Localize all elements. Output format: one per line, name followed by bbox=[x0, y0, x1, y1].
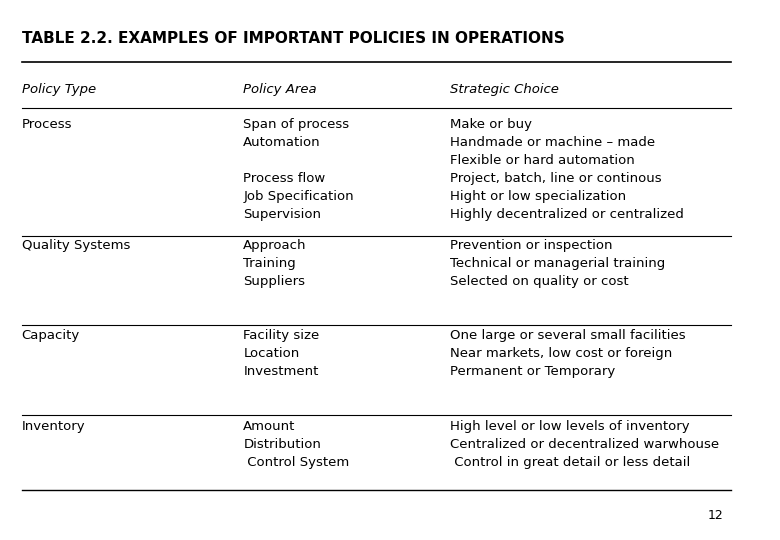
Text: Process: Process bbox=[22, 118, 73, 131]
Text: 12: 12 bbox=[707, 509, 724, 522]
Text: Strategic Choice: Strategic Choice bbox=[450, 83, 559, 96]
Text: Span of process
Automation

Process flow
Job Specification
Supervision: Span of process Automation Process flow … bbox=[243, 118, 354, 221]
Text: Facility size
Location
Investment: Facility size Location Investment bbox=[243, 329, 320, 378]
Text: TABLE 2.2. EXAMPLES OF IMPORTANT POLICIES IN OPERATIONS: TABLE 2.2. EXAMPLES OF IMPORTANT POLICIE… bbox=[22, 31, 565, 45]
Text: High level or low levels of inventory
Centralized or decentralized warwhouse
 Co: High level or low levels of inventory Ce… bbox=[450, 420, 719, 469]
Text: Make or buy
Handmade or machine – made
Flexible or hard automation
Project, batc: Make or buy Handmade or machine – made F… bbox=[450, 118, 684, 221]
Text: Amount
Distribution
 Control System: Amount Distribution Control System bbox=[243, 420, 349, 469]
Text: Approach
Training
Suppliers: Approach Training Suppliers bbox=[243, 239, 307, 288]
Text: One large or several small facilities
Near markets, low cost or foreign
Permanen: One large or several small facilities Ne… bbox=[450, 329, 686, 378]
Text: Prevention or inspection
Technical or managerial training
Selected on quality or: Prevention or inspection Technical or ma… bbox=[450, 239, 665, 288]
Text: Inventory: Inventory bbox=[22, 420, 85, 433]
Text: Policy Type: Policy Type bbox=[22, 83, 96, 96]
Text: Policy Area: Policy Area bbox=[243, 83, 317, 96]
Text: Quality Systems: Quality Systems bbox=[22, 239, 130, 253]
Text: Capacity: Capacity bbox=[22, 329, 80, 342]
